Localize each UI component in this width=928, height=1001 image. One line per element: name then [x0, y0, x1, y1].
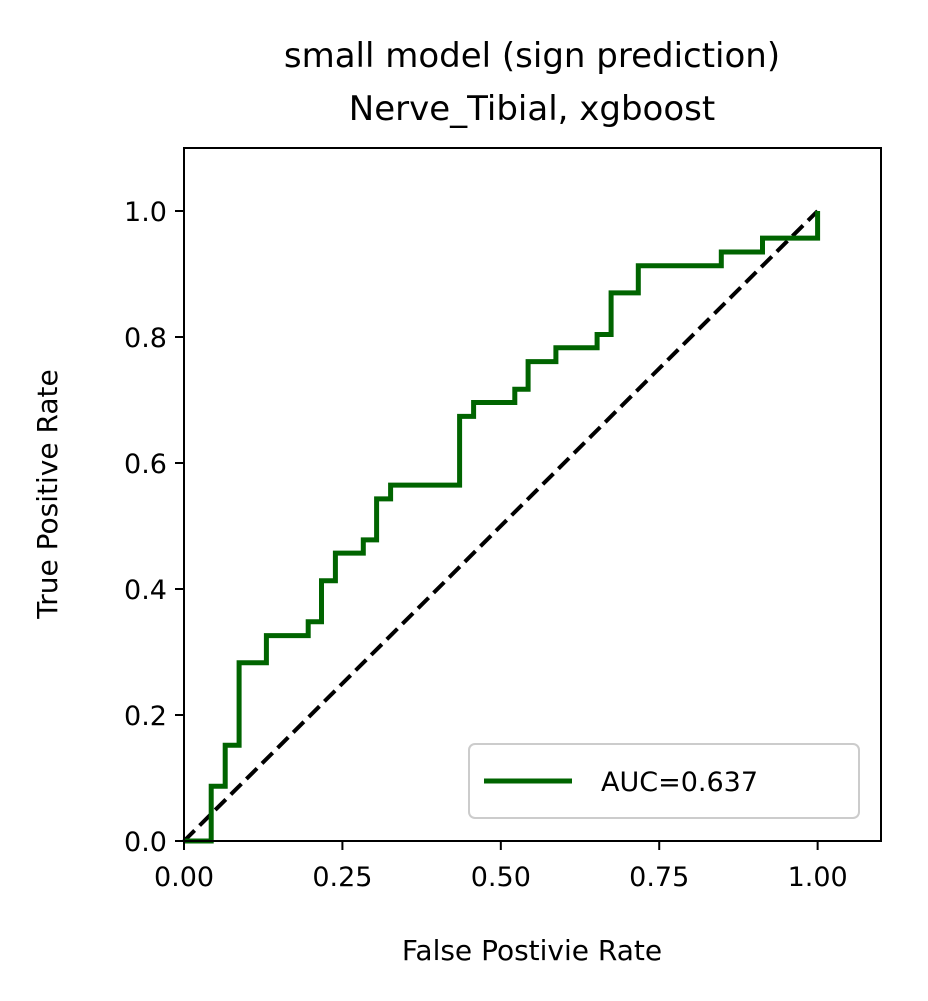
y-tick-label: 0.4 [124, 575, 167, 606]
x-tick-label: 1.00 [788, 862, 848, 893]
chart-title-line-2: Nerve_Tibial, xgboost [349, 89, 715, 129]
y-tick-label: 0.8 [124, 323, 167, 354]
x-axis-label: False Postivie Rate [402, 934, 662, 967]
y-tick-label: 0.6 [124, 449, 167, 480]
x-tick-label: 0.00 [154, 862, 214, 893]
legend: AUC=0.637 [468, 743, 860, 819]
chance-diagonal-line [182, 209, 820, 843]
y-axis: 0.0 0.2 0.4 0.6 0.8 1.0 [124, 197, 184, 858]
x-axis: 0.00 0.25 0.50 0.75 1.00 [154, 841, 848, 893]
roc-curve-line [184, 211, 821, 844]
legend-box [468, 743, 860, 819]
x-tick-label: 0.50 [471, 862, 531, 893]
y-axis-label: True Positive Rate [31, 369, 64, 619]
legend-label-roc: AUC=0.637 [601, 767, 758, 798]
chart-title-line-1: small model (sign prediction) [284, 36, 780, 76]
y-tick-label: 0.0 [124, 827, 167, 858]
x-tick-label: 0.75 [629, 862, 689, 893]
plot-area [182, 209, 821, 844]
y-tick-label: 0.2 [124, 701, 167, 732]
x-tick-label: 0.25 [312, 862, 372, 893]
y-tick-label: 1.0 [124, 197, 167, 228]
plot-frame [183, 147, 882, 842]
